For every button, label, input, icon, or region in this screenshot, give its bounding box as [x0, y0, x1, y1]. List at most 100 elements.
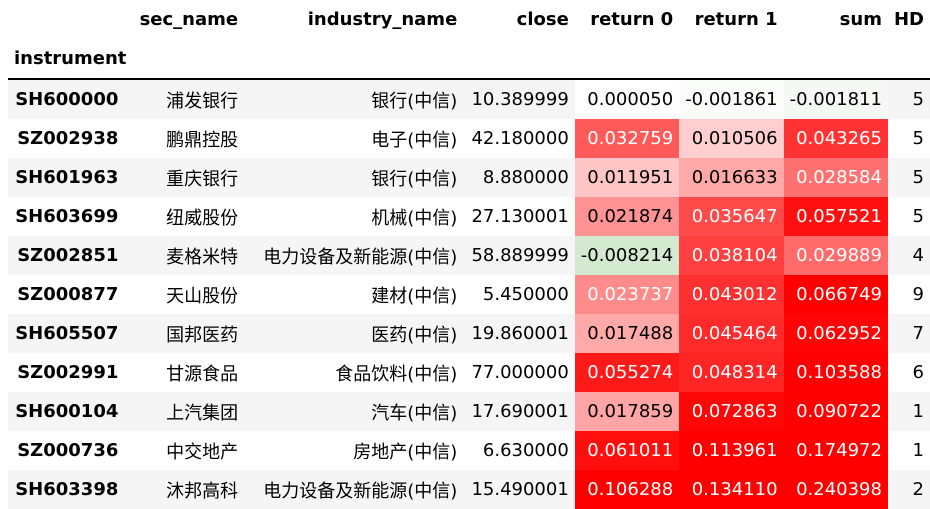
col-header-return-0: return 0 — [590, 9, 674, 30]
col-header-sec-name: sec_name — [139, 9, 239, 30]
cell-close: 6.630000 — [482, 440, 569, 461]
cell-return-0: -0.008214 — [574, 236, 680, 275]
cell-sum: 0.029889 — [783, 236, 888, 275]
cell-close: 42.180000 — [471, 128, 569, 149]
col-header-sum: sum — [839, 9, 882, 30]
cell-hd: 5 — [912, 89, 924, 110]
cell-sum: 0.066749 — [783, 275, 888, 314]
col-header-industry-name: industry_name — [307, 9, 458, 30]
cell-sum: 0.057521 — [783, 197, 888, 236]
cell-return-0: 0.000050 — [574, 79, 680, 119]
cell-return-0: 0.011951 — [574, 158, 680, 197]
cell-hd: 5 — [912, 206, 924, 227]
cell-industry-name: 银行(中信) — [371, 90, 458, 112]
cell-industry-name: 汽车(中信) — [371, 402, 458, 424]
cell-hd: 7 — [912, 323, 924, 344]
cell-return-1: 0.043012 — [679, 275, 784, 314]
cell-return-1: 0.016633 — [679, 158, 784, 197]
cell-sec-name: 重庆银行 — [166, 168, 239, 190]
cell-industry-name: 房地产(中信) — [353, 441, 458, 463]
cell-close: 17.690001 — [471, 401, 569, 422]
cell-sum: 0.062952 — [783, 314, 888, 353]
cell-sec-name: 沐邦高科 — [166, 480, 239, 502]
cell-sec-name: 甘源食品 — [166, 363, 239, 385]
table-row: SH603398 沐邦高科 电力设备及新能源(中信) 15.490001 0.10628… — [8, 470, 930, 509]
cell-hd: 2 — [912, 479, 924, 500]
cell-close: 19.860001 — [471, 323, 569, 344]
cell-industry-name: 电力设备及新能源(中信) — [263, 480, 458, 502]
cell-return-1: 0.045464 — [679, 314, 784, 353]
cell-return-1: 0.038104 — [679, 236, 784, 275]
cell-sum: 0.043265 — [783, 119, 888, 158]
table-row: SZ002938 鹏鼎控股 电子(中信) 42.180000 0.032759 0.010… — [8, 119, 930, 158]
cell-hd: 5 — [912, 128, 924, 149]
row-instrument: SH600000 — [15, 89, 119, 110]
cell-industry-name: 银行(中信) — [371, 168, 458, 190]
cell-hd: 9 — [912, 284, 924, 305]
row-instrument: SH603699 — [15, 206, 119, 227]
header-row: sec_name industry_name close return 0 re… — [8, 0, 930, 39]
cell-sec-name: 纽威股份 — [166, 207, 239, 229]
cell-return-0: 0.017859 — [574, 392, 680, 431]
cell-close: 5.450000 — [482, 284, 569, 305]
table-body: SH600000 浦发银行 银行(中信) 10.389999 0.000050 -0.00… — [8, 79, 930, 509]
row-instrument: SZ002938 — [17, 128, 119, 149]
cell-sum: 0.174972 — [783, 431, 888, 470]
cell-sec-name: 鹏鼎控股 — [166, 129, 239, 151]
cell-industry-name: 食品饮料(中信) — [335, 363, 458, 385]
cell-close: 10.389999 — [471, 89, 569, 110]
table-row: SZ002851 麦格米特 电力设备及新能源(中信) 58.889999 -0.0082… — [8, 236, 930, 275]
table-row: SH600000 浦发银行 银行(中信) 10.389999 0.000050 -0.00… — [8, 79, 930, 119]
cell-close: 8.880000 — [482, 167, 569, 188]
cell-hd: 4 — [912, 245, 924, 266]
cell-return-0: 0.023737 — [574, 275, 680, 314]
table-row: SZ000877 天山股份 建材(中信) 5.450000 0.023737 0.0430… — [8, 275, 930, 314]
table-row: SZ000736 中交地产 房地产(中信) 6.630000 0.061011 0.113… — [8, 431, 930, 470]
cell-return-0: 0.055274 — [574, 353, 680, 392]
cell-industry-name: 机械(中信) — [371, 207, 458, 229]
row-instrument: SZ000877 — [17, 284, 119, 305]
cell-sec-name: 浦发银行 — [166, 90, 239, 112]
index-name-row: instrument — [8, 39, 930, 79]
cell-hd: 1 — [912, 401, 924, 422]
row-instrument: SH605507 — [15, 323, 119, 344]
cell-close: 58.889999 — [471, 245, 569, 266]
cell-return-0: 0.061011 — [574, 431, 680, 470]
cell-return-0: 0.106288 — [574, 470, 680, 509]
cell-return-1: 0.113961 — [679, 431, 784, 470]
cell-return-1: 0.010506 — [679, 119, 784, 158]
cell-sec-name: 上汽集团 — [166, 402, 239, 424]
row-instrument: SH603398 — [15, 479, 119, 500]
row-instrument: SZ002991 — [17, 362, 119, 383]
cell-sum: 0.103588 — [783, 353, 888, 392]
col-header-hd: HD — [893, 9, 924, 30]
cell-close: 15.490001 — [471, 479, 569, 500]
table-row: SH601963 重庆银行 银行(中信) 8.880000 0.011951 0.0166… — [8, 158, 930, 197]
index-corner — [8, 0, 132, 39]
cell-return-1: 0.035647 — [679, 197, 784, 236]
cell-close: 27.130001 — [471, 206, 569, 227]
col-header-close: close — [516, 9, 569, 30]
index-name: instrument — [14, 48, 127, 69]
cell-return-0: 0.021874 — [574, 197, 680, 236]
cell-sum: -0.001811 — [783, 79, 888, 119]
cell-return-0: 0.017488 — [574, 314, 680, 353]
data-table: sec_name industry_name close return 0 re… — [8, 0, 930, 509]
cell-sec-name: 天山股份 — [166, 285, 239, 307]
cell-sum: 0.028584 — [783, 158, 888, 197]
cell-sec-name: 国邦医药 — [166, 324, 239, 346]
cell-industry-name: 电力设备及新能源(中信) — [263, 246, 458, 268]
cell-sum: 0.090722 — [783, 392, 888, 431]
cell-sum: 0.240398 — [783, 470, 888, 509]
cell-industry-name: 医药(中信) — [371, 324, 458, 346]
row-instrument: SZ002851 — [17, 245, 119, 266]
table-row: SH600104 上汽集团 汽车(中信) 17.690001 0.017859 0.072… — [8, 392, 930, 431]
table-row: SZ002991 甘源食品 食品饮料(中信) 77.000000 0.055274 0.0… — [8, 353, 930, 392]
cell-return-1: 0.134110 — [679, 470, 784, 509]
cell-return-0: 0.032759 — [574, 119, 680, 158]
row-instrument: SH600104 — [15, 401, 119, 422]
cell-sec-name: 麦格米特 — [166, 246, 239, 268]
cell-sec-name: 中交地产 — [166, 441, 239, 463]
row-instrument: SH601963 — [15, 167, 119, 188]
cell-close: 77.000000 — [471, 362, 569, 383]
